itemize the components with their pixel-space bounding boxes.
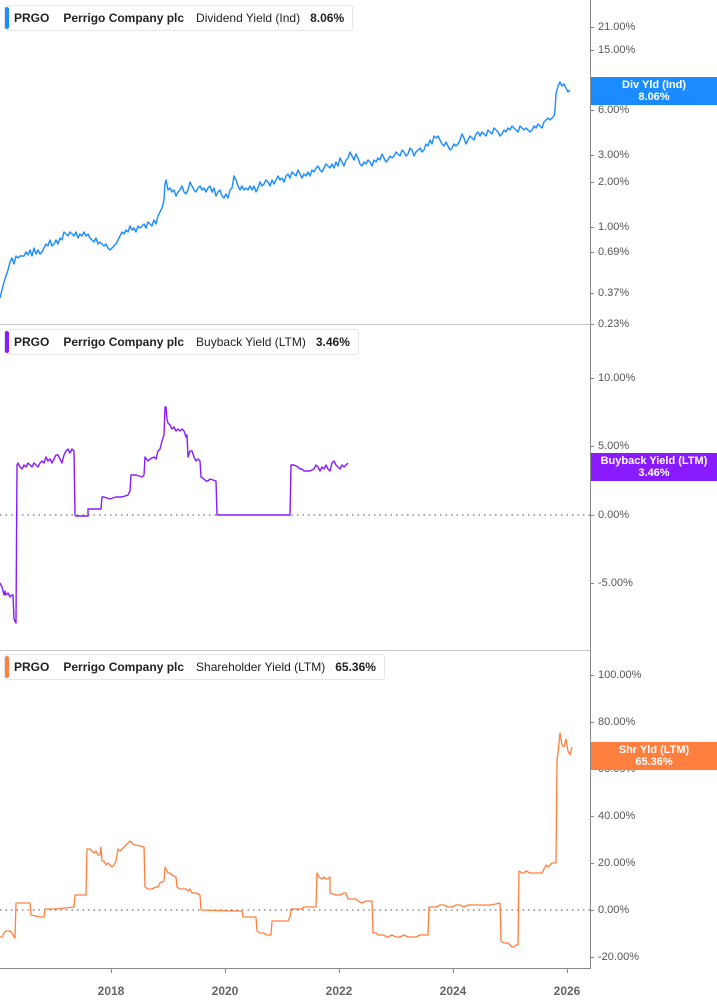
x-tick-mark (339, 968, 340, 973)
dividend-yield-value-flag: Div Yld (Ind) 8.06% (591, 77, 717, 105)
x-tick-mark (567, 968, 568, 973)
shareholder-yield-value-flag: Shr Yld (LTM) 65.36% (591, 742, 717, 770)
y-tick: 0.23% (590, 318, 630, 330)
y-tick: 40.00% (590, 810, 636, 822)
flag-value: 8.06% (638, 91, 670, 103)
flag-value: 3.46% (638, 467, 670, 479)
y-tick: -5.00% (591, 577, 633, 589)
y-tick: 21.00% (590, 21, 636, 33)
legend-value: 3.46% (315, 335, 350, 349)
legend-color-bar (5, 656, 9, 678)
x-axis-line (0, 968, 591, 969)
x-tick-mark (453, 968, 454, 973)
x-tick-label: 2026 (553, 984, 581, 998)
buyback-yield-value-flag: Buyback Yield (LTM) 3.46% (591, 453, 717, 481)
y-tick: 15.00% (590, 44, 636, 56)
y-tick: -20.00% (591, 951, 639, 963)
dividend-yield-legend: PRGO Perrigo Company plc Dividend Yield … (4, 5, 354, 31)
flag-label: Shr Yld (LTM) (618, 744, 690, 756)
legend-company: Perrigo Company plc (63, 335, 185, 349)
y-tick: 20.00% (590, 857, 636, 869)
y-tick: 0.37% (590, 287, 630, 299)
legend-ticker: PRGO (14, 11, 50, 25)
panel-divider (0, 324, 591, 325)
legend-value: 65.36% (335, 660, 376, 674)
y-tick: 0.69% (590, 246, 630, 258)
y-tick: 0.00% (590, 509, 630, 521)
legend-color-bar (5, 7, 9, 29)
legend-company: Perrigo Company plc (63, 660, 185, 674)
panel-divider (0, 650, 591, 651)
shareholder-yield-legend: PRGO Perrigo Company plc Shareholder Yie… (4, 654, 385, 680)
x-tick-label: 2018 (97, 984, 125, 998)
y-tick: 100.00% (590, 669, 642, 681)
shareholder-yield-line (0, 732, 591, 948)
y-tick: 0.00% (590, 904, 630, 916)
x-tick-label: 2024 (439, 984, 467, 998)
legend-metric: Shareholder Yield (LTM) (196, 660, 326, 674)
buyback-yield-line (0, 406, 591, 624)
x-tick-label: 2020 (211, 984, 239, 998)
x-tick-mark (111, 968, 112, 973)
flag-label: Div Yld (Ind) (622, 79, 686, 91)
flag-label: Buyback Yield (LTM) (600, 455, 708, 467)
legend-ticker: PRGO (14, 335, 50, 349)
x-tick-mark (225, 968, 226, 973)
y-axis-line (590, 0, 591, 968)
legend-color-bar (5, 331, 9, 353)
legend-metric: Dividend Yield (Ind) (196, 11, 301, 25)
shareholder-yield-panel: PRGO Perrigo Company plc Shareholder Yie… (0, 651, 717, 968)
buyback-yield-legend: PRGO Perrigo Company plc Buyback Yield (… (4, 329, 359, 355)
flag-value: 65.36% (635, 756, 673, 768)
legend-metric: Buyback Yield (LTM) (196, 335, 306, 349)
y-tick: 10.00% (590, 372, 636, 384)
y-tick: 6.00% (590, 104, 630, 116)
buyback-yield-panel: PRGO Perrigo Company plc Buyback Yield (… (0, 325, 717, 649)
y-tick: 1.00% (590, 221, 630, 233)
x-tick-label: 2022 (325, 984, 353, 998)
dividend-yield-panel: PRGO Perrigo Company plc Dividend Yield … (0, 0, 717, 330)
y-tick: 3.00% (590, 149, 630, 161)
y-tick: 80.00% (590, 716, 636, 728)
legend-value: 8.06% (310, 11, 345, 25)
legend-company: Perrigo Company plc (63, 11, 185, 25)
legend-ticker: PRGO (14, 660, 50, 674)
dividend-yield-line (0, 81, 571, 299)
y-tick: 2.00% (590, 176, 630, 188)
y-tick: 5.00% (590, 440, 630, 452)
